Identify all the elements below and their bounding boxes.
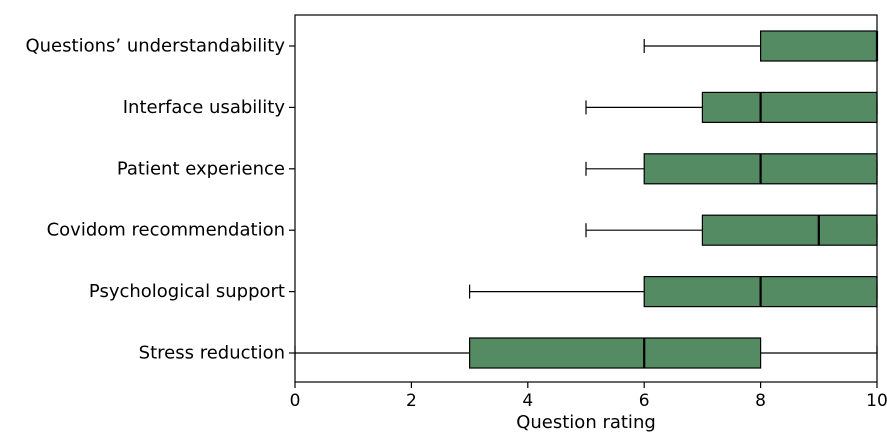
box-iqr	[701, 91, 878, 124]
y-tick-label: Covidom recommendation	[47, 220, 285, 241]
plot-frame	[294, 14, 878, 383]
x-tick-label: 4	[522, 391, 533, 411]
y-tick-label: Questions’ understandability	[25, 36, 285, 57]
box-group	[469, 276, 878, 308]
box-iqr	[469, 337, 762, 369]
x-tick-label: 2	[406, 391, 417, 411]
axis-layer: Questions’ understandability Interface us…	[25, 36, 887, 412]
x-tick-label: 8	[755, 391, 766, 411]
box-iqr	[759, 30, 878, 62]
x-tick-label: 6	[639, 391, 650, 411]
box-iqr	[701, 214, 878, 246]
y-tick-label: Patient experience	[117, 158, 285, 179]
box-group	[585, 91, 878, 124]
y-tick-label: Stress reduction	[139, 343, 285, 364]
box-group	[643, 30, 879, 62]
x-axis-title: Question rating	[516, 412, 656, 432]
x-tick-label: 0	[290, 391, 301, 411]
y-tick-label: Interface usability	[123, 97, 286, 118]
boxes-layer	[294, 30, 879, 369]
box-group	[585, 214, 878, 246]
x-tick-label: 10	[866, 391, 887, 411]
box-group	[585, 153, 878, 185]
box-group	[294, 337, 878, 369]
y-tick-label: Psychological support	[89, 281, 285, 302]
